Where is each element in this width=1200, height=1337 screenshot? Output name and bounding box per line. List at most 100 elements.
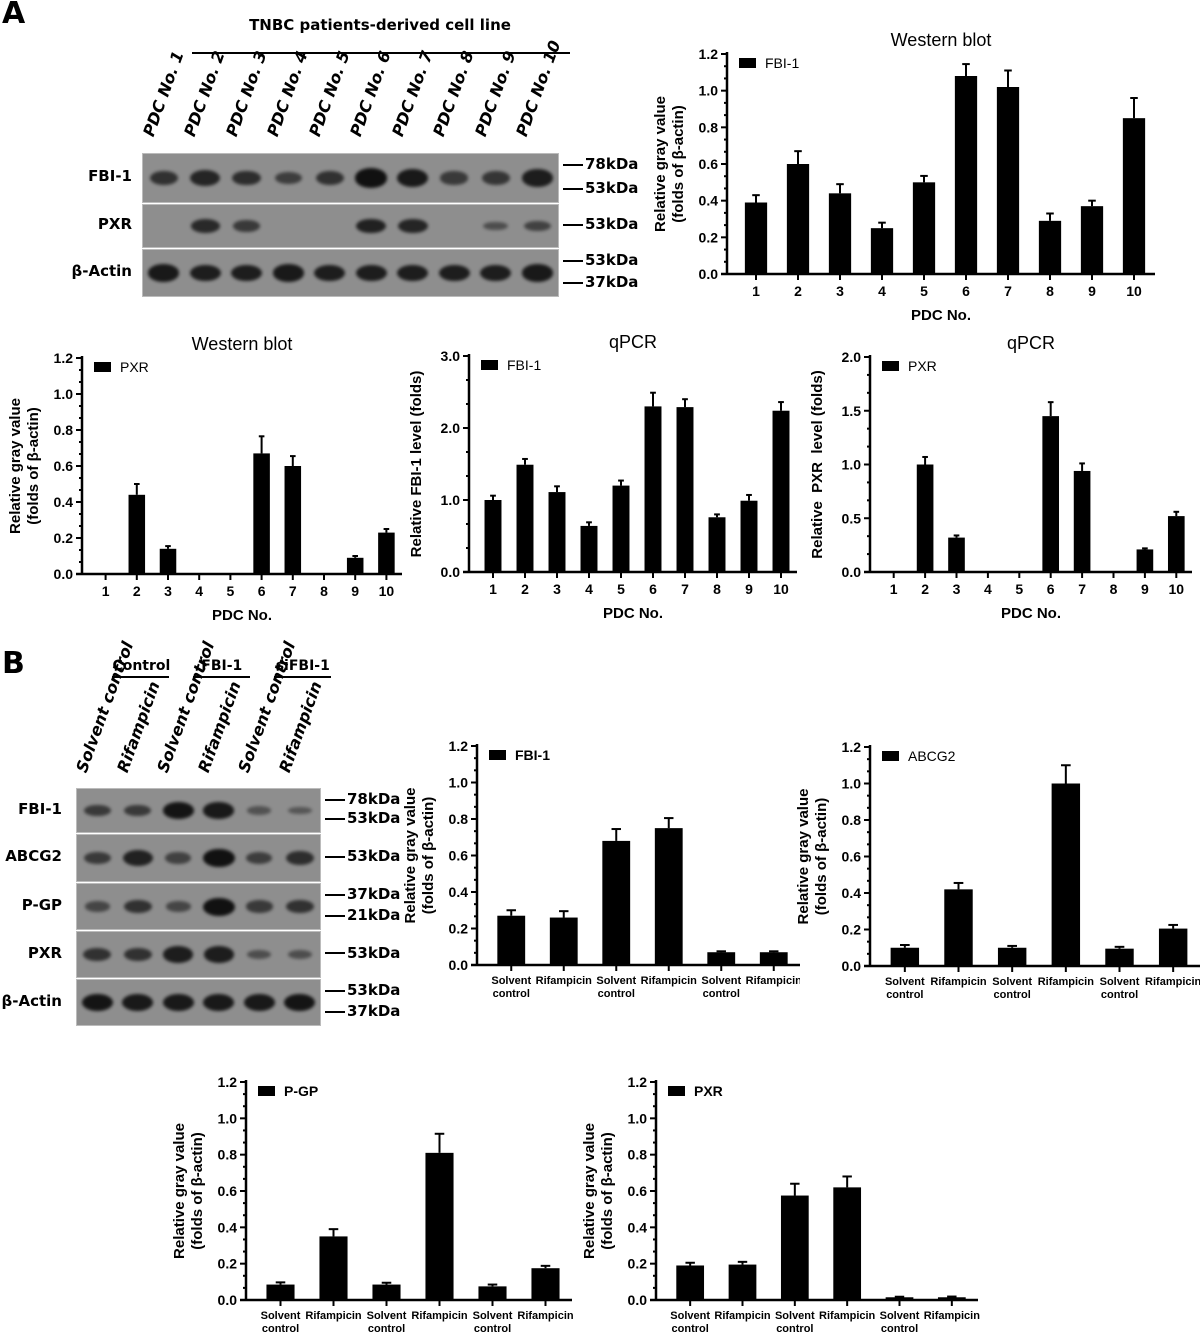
bar [128,494,146,574]
bar [786,164,810,274]
protein-band [285,850,314,866]
kda-marker: 53kDa [325,847,400,865]
lane-label: PDC No. 6 [346,48,395,139]
x-tick-label: 7 [289,583,297,599]
y-tick-label: 1.0 [441,492,461,508]
x-axis-label: PDC No. [603,605,663,622]
y-tick-label: 2.0 [842,349,862,365]
kda-marker: 78kDa [325,790,400,808]
protein-band [165,901,191,912]
x-tick-label: 2 [521,581,529,597]
protein-band [190,169,221,187]
y-axis-label: Relative gray value [581,1123,598,1259]
y-tick-label: 0.8 [218,1147,238,1163]
y-tick-label: 1.0 [842,776,862,792]
row-label: ABCG2 [5,847,62,865]
y-tick-label: 0.8 [699,119,719,135]
protein-band [149,170,178,186]
x-tick-label: 3 [953,581,961,597]
y-axis-label: (folds of β-actin) [25,407,42,524]
lane-label: PDC No. 5 [304,48,354,139]
protein-band [162,802,194,819]
y-tick-label: 0.8 [54,422,74,438]
protein-band [203,946,234,963]
group-label: FBI-1 [193,658,251,678]
legend-swatch [882,361,899,371]
bar [531,1268,560,1300]
blot-strip [76,883,321,930]
y-tick-label: 0.0 [842,958,862,974]
x-tick-label: Rifampicin [517,1310,574,1322]
x-tick-label: control [262,1323,299,1332]
blot-strip [142,153,559,203]
bar [612,485,630,572]
y-tick-label: 1.2 [628,1074,648,1090]
protein-band [83,947,112,962]
blot-strip [76,788,321,833]
protein-band [438,264,470,282]
protein-band [203,802,235,819]
x-tick-label: Solvent [885,976,925,988]
blot-a-title-line [192,52,570,54]
bar [253,453,270,574]
y-tick-label: 0.2 [842,922,862,938]
x-tick-label: 6 [649,581,657,597]
panel-b-label: B [2,646,25,681]
y-axis-label: Relative gray value [7,398,24,534]
protein-band [83,804,111,817]
kda-marker: 37kDa [325,885,400,903]
kda-marker: 53kDa [563,251,638,269]
bar [780,1195,809,1300]
x-tick-label: 5 [920,283,928,299]
bar [997,947,1027,966]
x-tick-label: control [598,988,635,1000]
x-tick-label: Solvent [880,1310,920,1322]
legend-label: FBI-1 [515,747,550,763]
y-tick-label: 1.0 [218,1110,238,1126]
blot-strip [76,834,321,882]
x-tick-label: 2 [794,283,802,299]
kda-marker: 53kDa [325,981,400,999]
protein-band [315,170,344,186]
x-tick-label: 5 [617,581,625,597]
protein-band [356,218,387,234]
lane-label: PDC No. 9 [470,48,520,139]
protein-band [247,806,272,815]
y-axis-label: Relative PXR level (folds) [809,370,826,558]
x-tick-label: 1 [752,283,760,299]
protein-band [202,848,235,868]
row-label: FBI-1 [88,167,132,185]
bar-chart-svg: 0.00.20.40.60.81.01.2SolventcontrolRifam… [581,1074,980,1335]
bar [870,228,894,274]
chart-a-western-blot-fbi1: Western blot 0.0 0.2 0.4 0.6 0.8 1.0 1.2 1 2 3 4 5 6 7… [640,26,1200,326]
protein-band [231,264,263,282]
bar [833,1187,862,1300]
legend-swatch [481,360,498,370]
protein-band [190,219,220,233]
x-tick-label: 3 [164,583,172,599]
y-tick-label: 1.2 [699,46,719,62]
x-tick-label: 4 [984,581,992,597]
protein-band [84,901,110,912]
y-axis-label: (folds of β-actin) [420,797,437,914]
y-tick-label: 0.4 [628,1219,648,1235]
chart-title: Western blot [192,334,293,354]
legend-swatch [668,1086,685,1096]
bar-chart-svg: qPCR 0.0 0.5 1.0 1.5 2.0 1 2 3 4 5 6 7 8 9 10 PDC No. Rel… [809,333,1192,622]
x-tick-label: 4 [195,583,203,599]
protein-band [246,852,273,864]
chart-b-pgp: 0.0 0.2 0.4 0.6 0.8 1.0 1.2 Solvent control Rifam… [170,1070,590,1335]
x-tick-label: Solvent [701,975,741,987]
bar [484,500,502,572]
x-tick-label: 9 [1141,581,1149,597]
bar [937,1297,966,1300]
x-tick-label: Solvent [775,1310,815,1322]
bar [478,1286,507,1300]
y-tick-label: 0.0 [449,957,469,973]
protein-band [314,264,346,282]
row-label: β-Actin [1,991,62,1010]
kda-marker: 37kDa [325,1002,400,1020]
protein-band [122,994,154,1011]
x-tick-label: Rifampicin [930,976,987,988]
x-tick-label: 9 [351,583,359,599]
